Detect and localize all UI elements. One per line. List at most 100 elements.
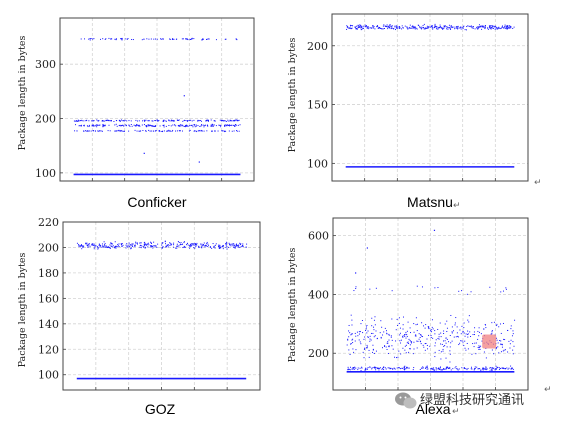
- data-point: [211, 125, 213, 127]
- data-point: [91, 244, 93, 246]
- data-point: [436, 27, 438, 29]
- data-point: [491, 367, 493, 369]
- data-point: [347, 339, 349, 341]
- data-point: [467, 319, 469, 321]
- data-point: [136, 120, 138, 122]
- data-point: [474, 28, 476, 30]
- data-point: [496, 323, 498, 325]
- data-point: [430, 368, 432, 370]
- data-point: [114, 124, 116, 126]
- data-point: [200, 245, 202, 247]
- data-point: [109, 242, 111, 244]
- data-point: [191, 243, 193, 245]
- data-point: [348, 330, 350, 332]
- data-point: [415, 317, 417, 319]
- data-point: [149, 130, 151, 132]
- data-point: [206, 243, 208, 245]
- data-point: [131, 39, 133, 41]
- data-point: [379, 332, 381, 334]
- watermark: 绿盟科技研究通讯: [395, 392, 524, 409]
- data-point: [118, 245, 120, 247]
- data-point: [98, 120, 100, 122]
- data-point: [120, 119, 122, 121]
- data-point: [350, 334, 352, 336]
- data-point: [448, 26, 450, 28]
- data-point: [489, 286, 491, 288]
- data-point: [92, 38, 94, 40]
- data-point: [138, 120, 140, 122]
- data-point: [197, 125, 199, 127]
- data-point: [145, 243, 147, 245]
- data-point: [510, 27, 512, 29]
- data-point: [162, 131, 164, 133]
- data-point: [225, 38, 227, 40]
- data-point: [430, 329, 432, 331]
- return-mark: ↵: [452, 407, 460, 417]
- data-point: [505, 287, 507, 289]
- data-point: [157, 120, 159, 122]
- data-point: [206, 124, 208, 126]
- data-point: [353, 290, 355, 292]
- data-point: [416, 347, 418, 349]
- data-point: [95, 124, 97, 126]
- data-point: [87, 126, 89, 128]
- data-point: [111, 38, 113, 40]
- data-point: [502, 350, 504, 352]
- data-point: [393, 27, 395, 29]
- data-point: [385, 346, 387, 348]
- data-point: [192, 243, 194, 245]
- data-point: [372, 332, 374, 334]
- data-point: [380, 320, 382, 322]
- data-point: [165, 245, 167, 247]
- y-tick-label: 220: [38, 216, 59, 229]
- data-point: [433, 367, 435, 369]
- data-point: [471, 27, 473, 29]
- data-point: [124, 119, 126, 121]
- data-point: [497, 366, 499, 368]
- data-point: [445, 26, 447, 28]
- data-point: [437, 27, 439, 29]
- data-point: [224, 120, 226, 122]
- data-point: [460, 26, 462, 28]
- data-point: [147, 246, 149, 248]
- data-point: [505, 288, 507, 290]
- data-point: [194, 130, 196, 132]
- data-point: [223, 124, 225, 126]
- data-point: [115, 39, 117, 41]
- data-point: [396, 357, 398, 359]
- data-point: [512, 368, 514, 370]
- data-point: [491, 349, 493, 351]
- data-point: [460, 28, 462, 30]
- data-point: [202, 245, 204, 247]
- data-point: [430, 368, 432, 370]
- data-point: [376, 337, 378, 339]
- data-point: [386, 332, 388, 334]
- data-point: [450, 314, 452, 316]
- data-point: [422, 25, 424, 27]
- data-point: [97, 130, 99, 132]
- data-point: [361, 28, 363, 30]
- data-point: [446, 320, 448, 322]
- data-point: [88, 125, 90, 127]
- data-point: [414, 28, 416, 30]
- data-point: [225, 124, 227, 126]
- data-point: [134, 125, 136, 127]
- data-point: [402, 367, 404, 369]
- data-point: [112, 243, 114, 245]
- data-point: [120, 130, 122, 132]
- data-point: [221, 130, 223, 132]
- data-point: [93, 245, 95, 247]
- data-point: [449, 346, 451, 348]
- data-point: [105, 246, 107, 248]
- data-point: [93, 248, 95, 250]
- data-point: [511, 335, 513, 337]
- data-point: [384, 25, 386, 27]
- data-point: [379, 367, 381, 369]
- data-point: [409, 348, 411, 350]
- data-point: [79, 120, 81, 122]
- data-point: [402, 336, 404, 338]
- data-point: [127, 38, 129, 40]
- data-point: [435, 369, 437, 371]
- y-axis-label: Package length in bytes: [17, 252, 28, 367]
- data-point: [408, 367, 410, 369]
